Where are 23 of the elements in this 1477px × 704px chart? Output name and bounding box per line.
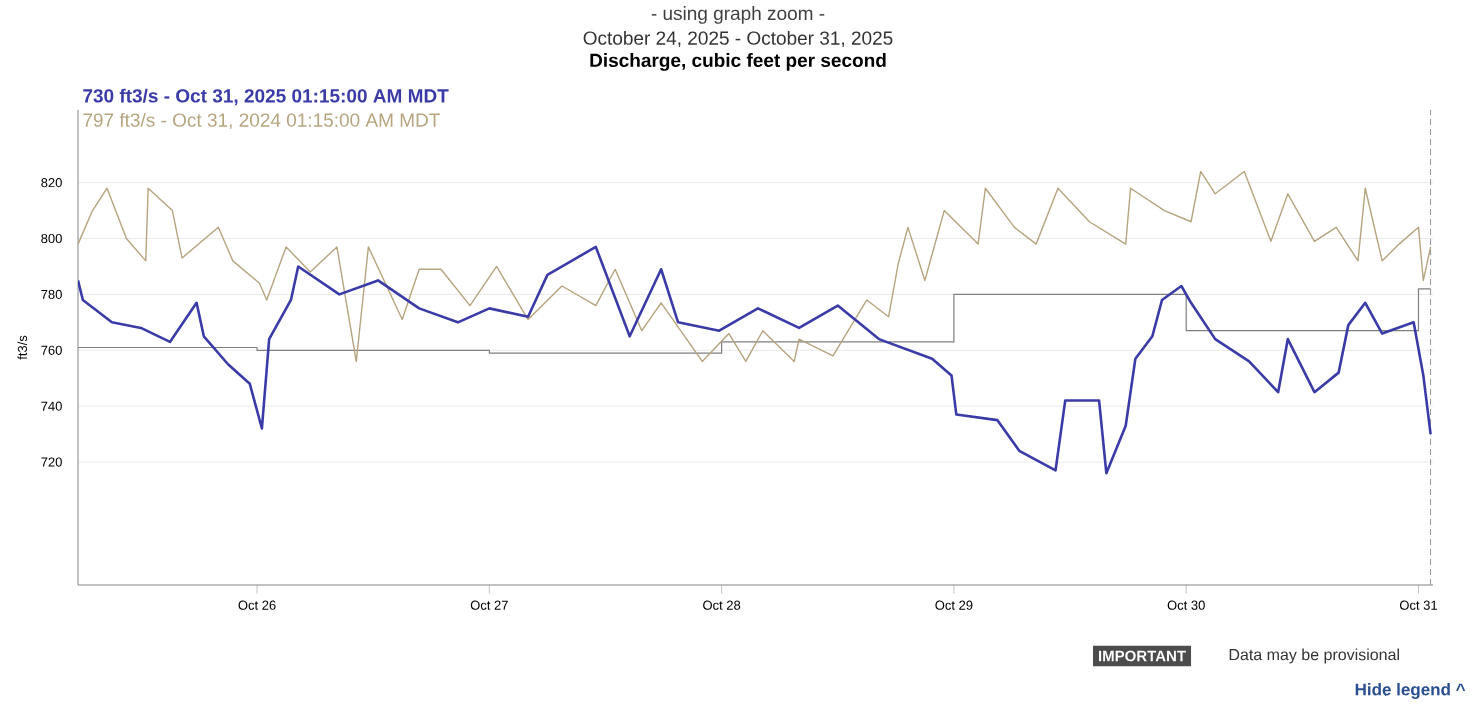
x-tick-label: Oct 26: [238, 600, 276, 610]
y-tick-label: 820: [41, 178, 62, 188]
chart-title: Discharge, cubic feet per second: [590, 53, 886, 71]
y-tick-label: 760: [41, 345, 62, 355]
text: 730 ft3/s - Oct 31, 2025 01:15:00 AM MDT: [83, 88, 449, 106]
y-tick-label: 780: [41, 289, 62, 299]
x-tick-label: Oct 27: [470, 600, 508, 610]
x-tick-label: Oct 30: [1167, 600, 1205, 610]
y-axis-title: ft3/s: [17, 335, 27, 360]
x-tick-label: Oct 31: [1399, 600, 1437, 610]
y-tick-label: 800: [41, 233, 62, 244]
text: IMPORTANT: [1098, 650, 1186, 662]
text: Hide legend ^: [1355, 683, 1466, 699]
line-series: [78, 245, 1432, 475]
chart-subtitle: October 24, 2025 - October 31, 2025: [583, 30, 893, 48]
x-tick-label: Oct 29: [935, 600, 973, 610]
y-tick-label: 740: [41, 401, 62, 411]
text: 797 ft3/s - Oct 31, 2024 01:15:00 AM MDT: [83, 112, 440, 130]
text: Data may be provisional: [1229, 648, 1399, 664]
x-tick-label: Oct 28: [703, 600, 741, 610]
text: - using graph zoom -: [651, 6, 825, 24]
line-series: [78, 170, 1432, 363]
y-tick-label: 720: [41, 457, 62, 467]
